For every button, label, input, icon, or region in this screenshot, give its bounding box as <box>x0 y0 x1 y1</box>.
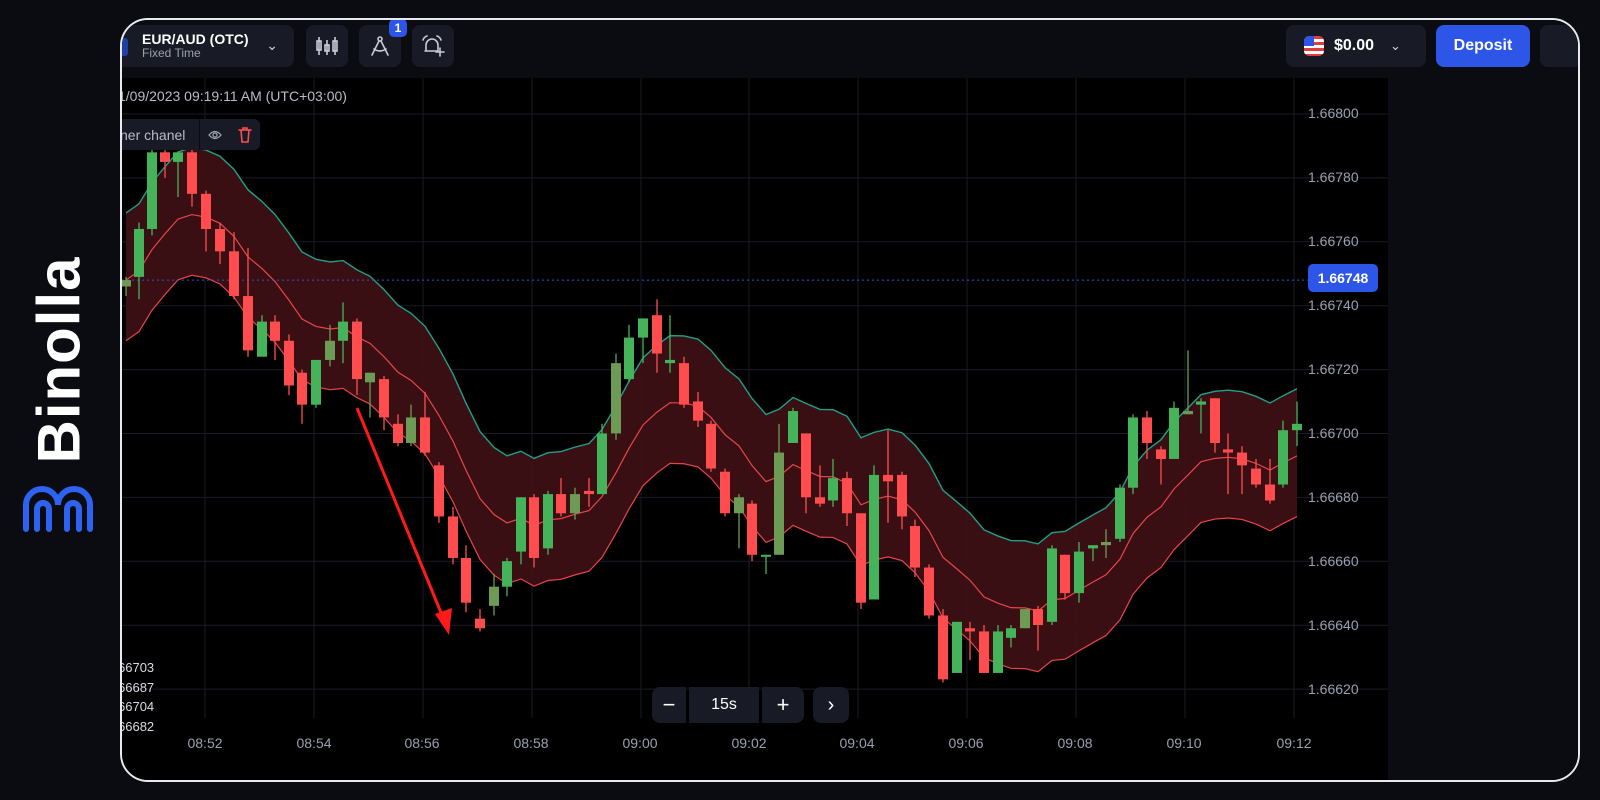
price-tick: 1.66760 <box>1308 233 1359 249</box>
price-tick: 1.66640 <box>1308 617 1359 633</box>
chevron-down-icon: ⌄ <box>266 37 278 53</box>
trash-icon <box>238 126 253 143</box>
current-price-tag: 1.66748 <box>1308 264 1378 292</box>
brand-sidebar: Binolla <box>0 0 118 800</box>
app-window: EUR/AUD (OTC) Fixed Time ⌄ 1 <box>120 18 1580 782</box>
price-tick: 1.66800 <box>1308 105 1359 121</box>
ohlc-high: 66687 <box>120 679 155 695</box>
price-tick: 1.66780 <box>1308 169 1359 185</box>
profile-button[interactable] <box>1540 25 1578 67</box>
zoom-out-button[interactable]: − <box>652 687 686 723</box>
toggle-visibility-button[interactable] <box>200 119 230 150</box>
price-tick: 1.66680 <box>1308 489 1359 505</box>
asset-selector[interactable]: EUR/AUD (OTC) Fixed Time ⌄ <box>122 25 294 67</box>
price-tick: 1.66720 <box>1308 361 1359 377</box>
drawings-count-badge: 1 <box>389 20 407 37</box>
add-alert-button[interactable] <box>412 25 454 67</box>
chart-type-button[interactable] <box>306 25 348 67</box>
price-tick: 1.66620 <box>1308 681 1359 697</box>
time-tick: 09:02 <box>731 735 767 751</box>
time-tick: 09:10 <box>1166 735 1202 751</box>
ohlc-low: 66704 <box>120 699 155 714</box>
au-flag-icon <box>122 38 128 56</box>
asset-mode: Fixed Time <box>142 46 201 61</box>
delete-indicator-button[interactable] <box>230 119 260 150</box>
us-flag-icon <box>1304 36 1324 56</box>
time-tick: 08:54 <box>296 735 332 751</box>
time-tick: 09:04 <box>839 735 875 751</box>
time-tick: 09:08 <box>1057 735 1093 751</box>
price-tick: 1.66660 <box>1308 553 1359 569</box>
chart-canvas[interactable] <box>122 78 1388 782</box>
ohlc-close: 66682 <box>120 718 155 734</box>
candlestick-chart-icon <box>316 37 338 55</box>
indicator-chip: ner chanel <box>120 119 261 150</box>
time-tick: 08:58 <box>513 735 549 751</box>
divider <box>199 119 201 150</box>
deposit-button[interactable]: Deposit <box>1436 25 1530 67</box>
time-tick: 09:00 <box>622 735 658 751</box>
price-tick: 1.66700 <box>1308 425 1359 441</box>
zoom-in-button[interactable]: + <box>762 687 804 723</box>
price-tick: 1.66740 <box>1308 297 1359 313</box>
ohlc-values: 66703 66687 66704 66682 <box>120 658 155 736</box>
time-tick: 08:52 <box>187 735 223 751</box>
scroll-right-button[interactable]: › <box>813 687 849 723</box>
time-tick: 09:06 <box>948 735 984 751</box>
right-panel <box>1388 78 1578 780</box>
timeframe-value[interactable]: 15s <box>689 687 759 723</box>
bell-plus-icon <box>422 35 445 57</box>
top-bar: EUR/AUD (OTC) Fixed Time ⌄ 1 <box>122 20 1578 78</box>
timeframe-control: − 15s + › <box>652 687 849 723</box>
compass-drawing-icon <box>371 36 389 56</box>
drawings-button[interactable]: 1 <box>359 20 407 67</box>
time-tick: 08:56 <box>404 735 440 751</box>
brand-name: Binolla <box>25 256 93 464</box>
time-tick: 09:12 <box>1276 735 1312 751</box>
chart-datetime: 1/09/2023 09:19:11 AM (UTC+03:00) <box>120 88 347 104</box>
binolla-logo-icon <box>23 486 93 532</box>
eye-icon <box>208 130 223 139</box>
asset-name: EUR/AUD (OTC) <box>142 31 249 48</box>
balance-selector[interactable]: $0.00 ⌄ <box>1286 25 1426 67</box>
candlestick-chart[interactable] <box>122 78 1388 782</box>
ohlc-open: 66703 <box>120 660 155 675</box>
indicator-name: ner chanel <box>120 126 186 143</box>
balance-value: $0.00 <box>1334 37 1375 54</box>
chevron-down-icon: ⌄ <box>1390 38 1401 53</box>
